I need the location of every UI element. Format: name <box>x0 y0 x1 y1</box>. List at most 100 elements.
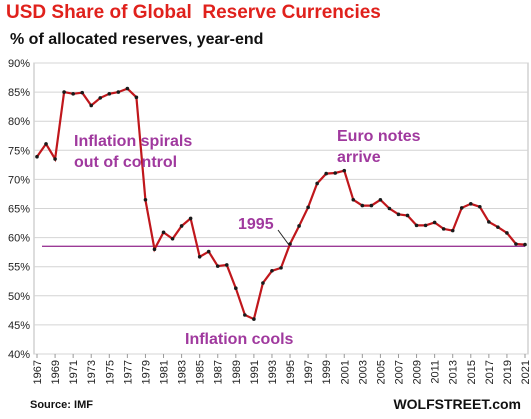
data-point <box>234 286 238 291</box>
data-point <box>288 242 292 246</box>
data-point <box>414 223 419 228</box>
data-point <box>261 281 265 285</box>
data-point <box>432 220 437 225</box>
data-point <box>378 197 383 202</box>
data-point <box>297 224 301 228</box>
y-tick-label: 80% <box>8 116 30 128</box>
y-tick-label: 55% <box>8 262 30 274</box>
data-point <box>98 96 103 100</box>
data-point <box>351 197 356 202</box>
data-point <box>206 249 211 254</box>
y-axis-ticks: 40% 45% 50% 55% 60% 65% 70% 75% 80% 85% 90% <box>8 58 30 361</box>
data-point <box>459 206 464 210</box>
brand-logo: WOLFSTREET.com <box>393 396 521 412</box>
data-point <box>215 264 220 268</box>
data-point <box>514 242 518 246</box>
data-point <box>270 268 274 273</box>
data-point <box>450 228 455 233</box>
data-point <box>324 171 328 176</box>
data-point <box>441 227 446 231</box>
data-point <box>161 230 166 235</box>
data-points <box>35 86 527 321</box>
x-tick-label: 2007 <box>393 360 405 384</box>
annotation-euro-notes-line1: Euro notes <box>337 128 421 145</box>
x-tick-label: 1981 <box>159 360 171 384</box>
data-point <box>116 90 121 94</box>
x-tick-label: 2001 <box>339 360 351 384</box>
y-tick-label: 40% <box>8 349 30 361</box>
y-tick-label: 45% <box>8 320 30 332</box>
chart-subtitle: % of allocated reserves, year-end <box>10 31 264 48</box>
x-tick-label: 2005 <box>375 360 387 384</box>
annotation-euro-notes-line2: arrive <box>337 149 381 166</box>
data-point <box>306 205 310 210</box>
data-point <box>496 225 500 229</box>
data-point <box>80 90 84 95</box>
x-tick-label: 1969 <box>50 360 62 384</box>
x-tick-label: 1967 <box>32 360 44 384</box>
data-point <box>315 181 319 186</box>
data-point <box>35 154 39 159</box>
x-tick-label: 1987 <box>213 360 225 384</box>
annotation-inflation-spirals-line2: out of control <box>74 154 177 171</box>
source-note: Source: IMF <box>30 399 93 411</box>
y-tick-label: 60% <box>8 233 30 245</box>
data-point <box>179 224 184 228</box>
y-tick-label: 70% <box>8 174 30 186</box>
data-point <box>71 92 75 96</box>
y-tick-label: 85% <box>8 87 30 99</box>
data-point <box>243 313 247 317</box>
x-tick-label: 2009 <box>412 360 424 384</box>
data-point <box>523 242 527 247</box>
x-tick-label: 2015 <box>466 360 478 384</box>
data-point <box>487 220 491 224</box>
chart-title: USD Share of Global Reserve Currencies <box>6 2 381 23</box>
annotations: Inflation spirals out of control Euro no… <box>74 128 421 348</box>
x-tick-label: 2003 <box>357 360 369 384</box>
x-tick-label: 1993 <box>267 360 279 384</box>
data-point <box>188 216 193 221</box>
data-point <box>505 231 509 235</box>
data-point <box>468 202 473 206</box>
x-tick-label: 1973 <box>86 360 98 384</box>
series-line-usd-share <box>36 87 526 321</box>
data-point <box>396 212 401 217</box>
x-tick-label: 1985 <box>195 360 207 384</box>
annotation-inflation-spirals-line1: Inflation spirals <box>74 133 192 150</box>
x-tick-label: 1979 <box>140 360 152 384</box>
data-point <box>197 255 202 259</box>
data-point <box>53 157 57 161</box>
x-tick-label: 1975 <box>104 360 116 384</box>
x-tick-label: 2017 <box>484 360 496 384</box>
data-point <box>107 92 112 96</box>
grid-lines <box>33 62 529 355</box>
data-point <box>405 213 410 218</box>
x-axis-ticks: 1967 1969 1971 1973 1975 1977 1979 1981 1983 1985… <box>32 354 531 384</box>
x-tick-label: 2011 <box>430 360 442 384</box>
data-point <box>342 168 347 173</box>
data-point <box>369 203 374 208</box>
data-point <box>333 171 338 175</box>
x-tick-label: 2021 <box>520 360 531 384</box>
data-point <box>170 236 175 241</box>
y-tick-label: 75% <box>8 145 30 157</box>
x-tick-label: 1989 <box>231 360 243 384</box>
x-tick-label: 2013 <box>448 360 460 384</box>
x-tick-label: 1991 <box>249 360 261 384</box>
x-tick-label: 1983 <box>177 360 189 384</box>
data-point <box>360 203 365 208</box>
data-point <box>478 204 482 209</box>
data-point <box>44 142 48 146</box>
x-tick-label: 1997 <box>303 360 315 384</box>
data-point <box>387 206 392 211</box>
data-point <box>62 90 66 94</box>
x-tick-label: 1995 <box>285 360 297 384</box>
y-tick-label: 50% <box>8 291 30 303</box>
annotation-1995-pointer <box>277 229 290 246</box>
data-point <box>423 223 428 228</box>
annotation-1995: 1995 <box>238 216 274 233</box>
data-point <box>125 86 130 91</box>
y-tick-label: 65% <box>8 204 30 216</box>
x-tick-label: 1977 <box>122 360 134 384</box>
